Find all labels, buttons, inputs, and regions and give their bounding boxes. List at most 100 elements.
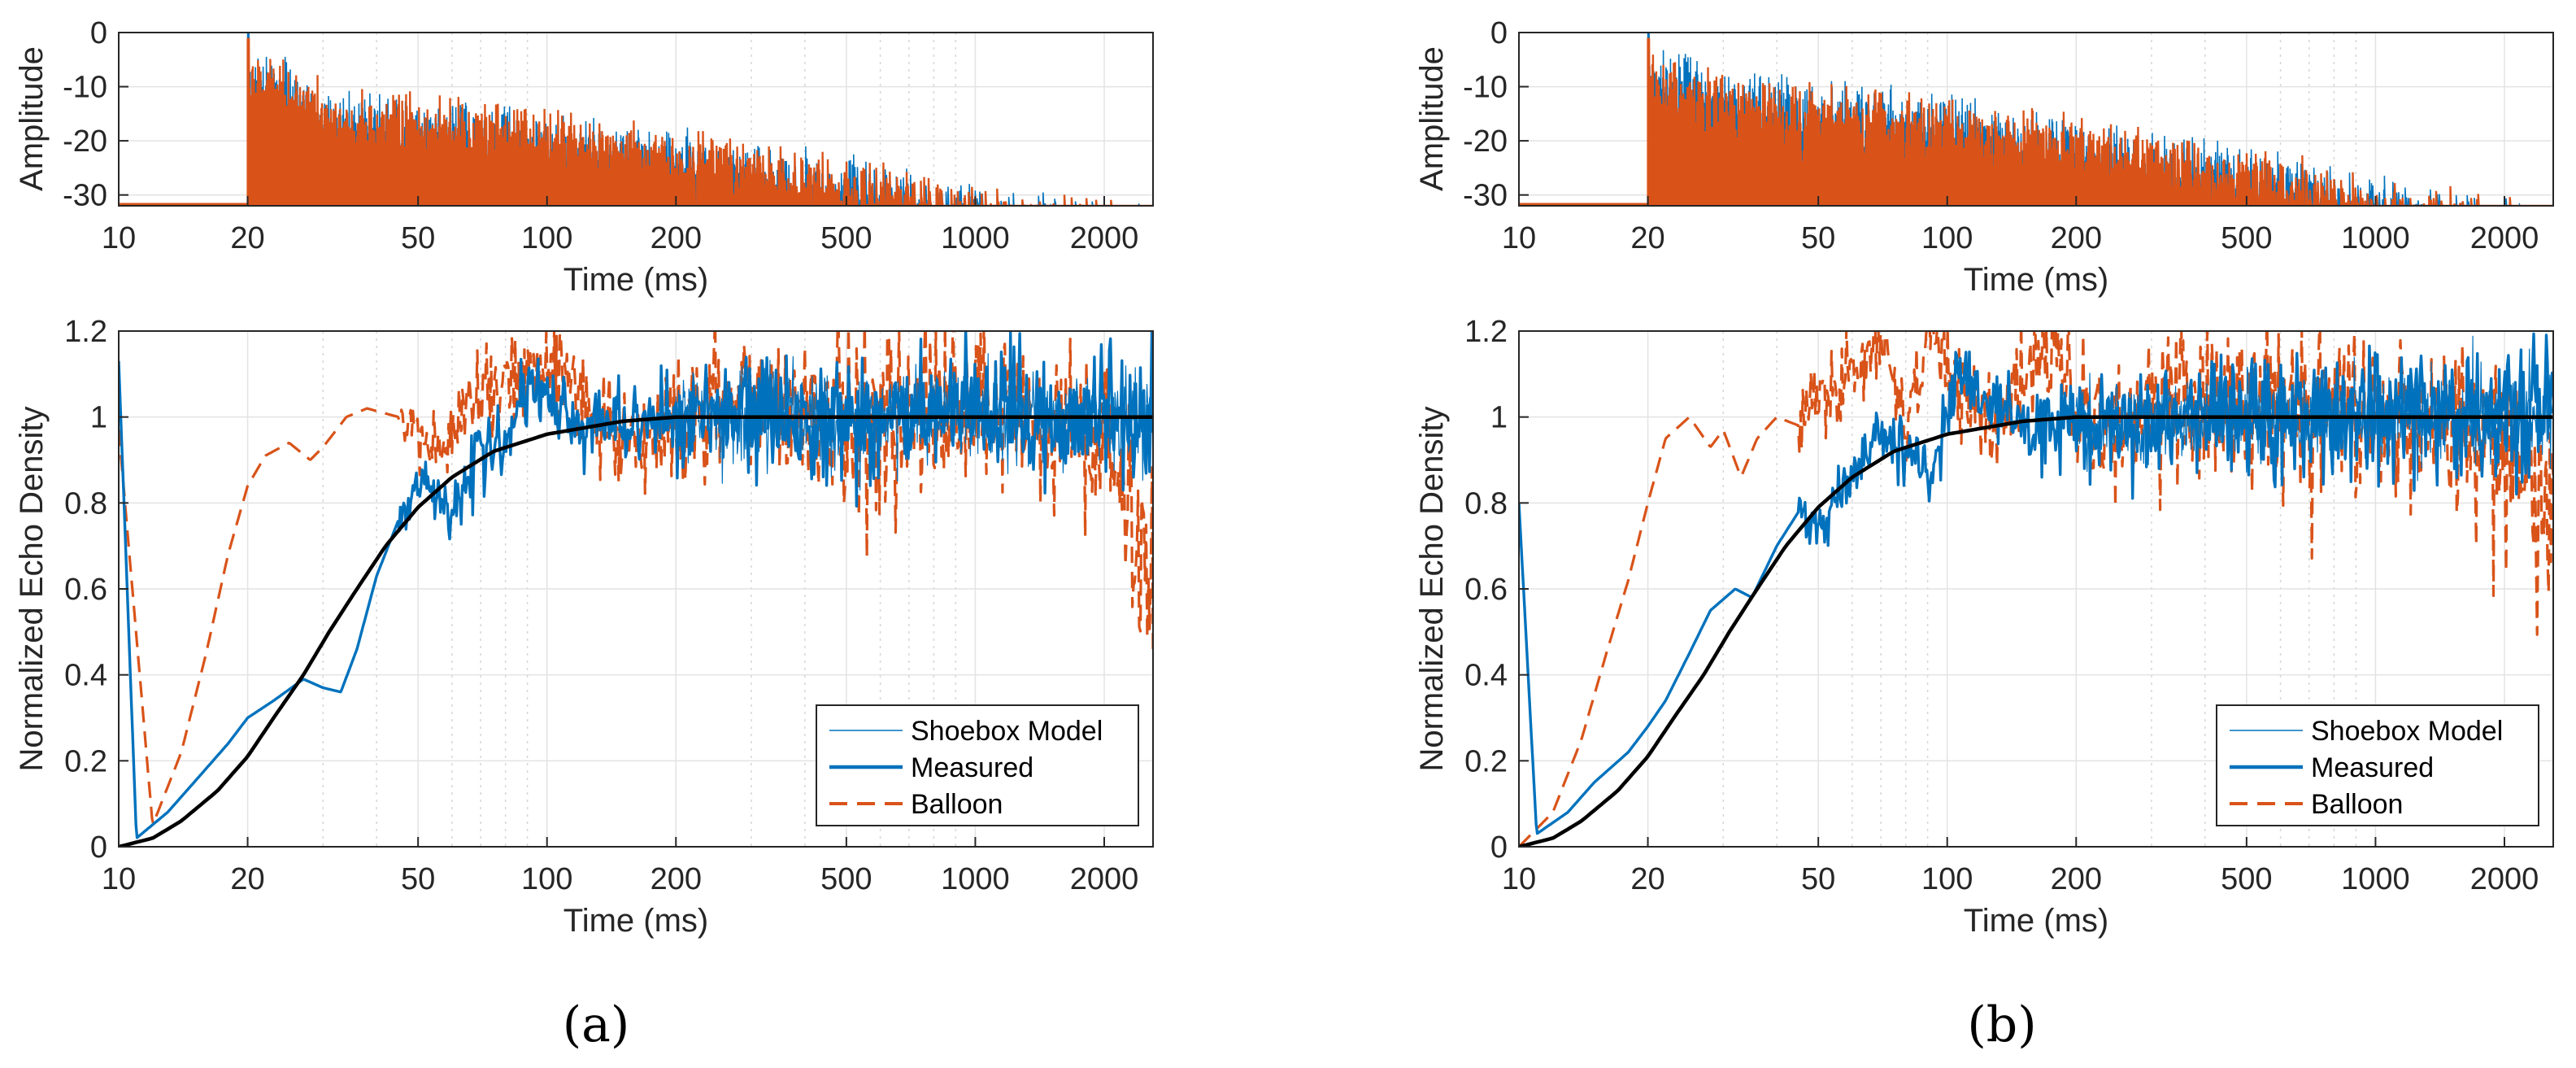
panel-a-top-xtick-label: 10 xyxy=(102,221,136,255)
panel-a-bottom-xtick-label: 20 xyxy=(230,862,264,896)
panel-b-bottom-ytick-label: 1.2 xyxy=(1464,315,1508,349)
panel-b-bottom-xtick-label: 2000 xyxy=(2470,862,2539,896)
panel-b-top-ytick-label: -20 xyxy=(1463,124,1508,159)
panel-a-bottom-ytick-label: 0.6 xyxy=(64,573,107,607)
panel-a-top-xtick-label: 20 xyxy=(230,221,264,255)
panel-a-top-xtick-label: 500 xyxy=(820,221,872,255)
panel-a-caption: (a) xyxy=(563,996,630,1053)
panel-a-top-xtick-label: 2000 xyxy=(1070,221,1139,255)
panel-b-top-xlabel: Time (ms) xyxy=(1964,262,2108,298)
panel-b-bottom-ytick-label: 0 xyxy=(1490,830,1508,865)
panel-a-bottom-xtick-label: 1000 xyxy=(941,862,1010,896)
panel-a-top-ytick-label: -30 xyxy=(63,179,107,213)
panel-b-bottom-fit-curve xyxy=(1519,415,2553,847)
panel-a-bottom-ytick-label: 0.2 xyxy=(64,744,107,778)
panel-b-top-xtick-label: 200 xyxy=(2051,221,2102,255)
panel-a-top-xtick-label: 200 xyxy=(651,221,702,255)
panel-a-legend-label-measured: Measured xyxy=(911,752,1033,783)
panel-b-top-ylabel: Amplitude xyxy=(1414,46,1450,191)
panel-b-bottom-series xyxy=(1519,331,2553,847)
panel-b-bottom-ytick-label: 0.6 xyxy=(1464,573,1508,607)
panel-b-bottom-shoebox-line xyxy=(2075,335,2553,482)
panel-b-bottom-xtick-label: 10 xyxy=(1502,862,1536,896)
panel-a-bottom-ylabel: Normalized Echo Density xyxy=(14,406,50,771)
panel-b-bottom-xtick-label: 20 xyxy=(1630,862,1664,896)
panel-a-top-balloon-trace xyxy=(246,37,1153,206)
panel-a-bottom-xtick-label: 2000 xyxy=(1070,862,1139,896)
panel-b-bottom-axes: 10 20 50 100 200 500 1000 2000 0 0.2 0.4 0.6 0.8 1 1.… xyxy=(1414,315,2554,939)
panel-b-top-xtick-label: 500 xyxy=(2221,221,2272,255)
panel-a-bottom-xtick-label: 10 xyxy=(102,862,136,896)
panel-a-top-yticks: 0 -10 -20 -30 xyxy=(63,16,128,213)
panel-a-bottom-shoebox-line xyxy=(675,353,1153,491)
panel-a-bottom-ytick-label: 0.4 xyxy=(64,659,107,693)
panel-a-top-xtick-label: 1000 xyxy=(941,221,1010,255)
panel-b-bottom-ytick-label: 0.4 xyxy=(1464,659,1508,693)
panel-a-bottom-xtick-label: 50 xyxy=(401,862,435,896)
panel-a-top-ytick-label: 0 xyxy=(90,16,107,50)
panel-b-top-xtick-label: 50 xyxy=(1801,221,1835,255)
panel-b-top-xtick-label: 20 xyxy=(1630,221,1664,255)
panel-b-top-frame xyxy=(1518,32,2554,207)
panel-b-bottom-balloon-line xyxy=(1519,331,2553,847)
panel-a-legend-label-shoebox: Shoebox Model xyxy=(911,716,1103,747)
panel-b-caption: (b) xyxy=(1967,996,2036,1053)
panel-a-bottom-xticks: 10 20 50 100 200 500 1000 2000 xyxy=(102,837,1138,896)
panel-b-top-xtick-label: 10 xyxy=(1502,221,1536,255)
panel-b-top-yticks: 0 -10 -20 -30 xyxy=(1463,16,1529,213)
panel-b-bottom-ytick-label: 0.8 xyxy=(1464,486,1508,521)
panel-b-top-ytick-label: 0 xyxy=(1490,16,1508,50)
panel-b-top-series xyxy=(1519,33,2553,206)
panel-a-bottom-xlabel: Time (ms) xyxy=(564,903,708,939)
panel-b-top-xtick-label: 2000 xyxy=(2470,221,2539,255)
panel-a-bottom-ytick-label: 1 xyxy=(90,401,107,435)
panel-a-bottom-yticks: 0 0.2 0.4 0.6 0.8 1 1.2 xyxy=(64,315,128,865)
panel-a-top-series xyxy=(119,33,1153,206)
panel-b-bottom-xlabel: Time (ms) xyxy=(1964,903,2108,939)
panel-b-bottom-yticks: 0 0.2 0.4 0.6 0.8 1 1.2 xyxy=(1464,315,1529,865)
panel-a-bottom-balloon-line xyxy=(119,331,1153,826)
panel-b-legend-label-shoebox: Shoebox Model xyxy=(2311,716,2503,747)
panel-b-top-ytick-label: -10 xyxy=(1463,71,1508,105)
panel-a: 10 20 50 100 200 500 1000 2000 0-10-20-30 Time … xyxy=(14,16,1154,1053)
panel-a-top-xlabel: Time (ms) xyxy=(564,262,708,298)
panel-b-bottom-xtick-label: 1000 xyxy=(2341,862,2410,896)
panel-a-bottom-ytick-label: 1.2 xyxy=(64,315,107,349)
panel-b-bottom-xtick-label: 50 xyxy=(1801,862,1835,896)
panel-a-bottom-axes: 10 20 50 100 200 500 1000 2000 0 0.2 0.4 0.6 0.8 1 1.… xyxy=(14,315,1154,939)
panel-a-top-frame xyxy=(118,32,1154,207)
panel-b: 10 20 50 100 200 500 1000 2000 0-10-20-30 Time … xyxy=(1414,16,2554,1053)
panel-b-top-xticks: 10 20 50 100 200 500 1000 2000 xyxy=(1502,196,2539,255)
panel-a-legend: Shoebox Model Measured Balloon xyxy=(816,704,1139,826)
panel-b-legend-label-balloon: Balloon xyxy=(2311,789,2403,820)
panel-b-legend-label-measured: Measured xyxy=(2311,752,2434,783)
panel-b-bottom-xticks: 10 20 50 100 200 500 1000 2000 xyxy=(1502,837,2539,896)
panel-a-top-axes: 10 20 50 100 200 500 1000 2000 0 -10 -20 -30 Time … xyxy=(14,16,1154,298)
panel-a-legend-label-balloon: Balloon xyxy=(911,789,1003,820)
panel-a-top-xtick-label: 50 xyxy=(401,221,435,255)
panel-b-bottom-xtick-label: 100 xyxy=(1921,862,1973,896)
panel-a-bottom-xtick-label: 500 xyxy=(820,862,872,896)
panel-a-bottom-ytick-label: 0 xyxy=(90,830,107,865)
panel-a-bottom-fit-curve xyxy=(119,415,1153,847)
panel-b-top-xtick-label: 1000 xyxy=(2341,221,2410,255)
panel-b-bottom-ylabel: Normalized Echo Density xyxy=(1414,406,1450,771)
panel-a-bottom-series xyxy=(119,331,1153,847)
panel-b-top-axes: 10 20 50 100 200 500 1000 2000 0 -10 -20 -30 Time … xyxy=(1414,16,2554,298)
panel-a-top-xtick-label: 100 xyxy=(521,221,572,255)
panel-b-top-balloon-trace xyxy=(1647,37,2553,206)
panel-a-top-ytick-label: -10 xyxy=(63,71,107,105)
panel-b-top-ytick-label: -30 xyxy=(1463,179,1508,213)
panel-b-bottom-ytick-label: 1 xyxy=(1490,401,1508,435)
panel-a-top-ylabel: Amplitude xyxy=(14,46,50,191)
panel-a-top-ytick-label: -20 xyxy=(63,124,107,159)
panel-b-bottom-xtick-label: 200 xyxy=(2051,862,2102,896)
panel-b-bottom-ytick-label: 0.2 xyxy=(1464,744,1508,778)
panel-a-top-xticks: 10 20 50 100 200 500 1000 2000 xyxy=(102,196,1138,255)
panel-b-top-xtick-label: 100 xyxy=(1921,221,1973,255)
panel-b-bottom-xtick-label: 500 xyxy=(2221,862,2272,896)
panel-a-bottom-ytick-label: 0.8 xyxy=(64,486,107,521)
panel-a-bottom-xtick-label: 100 xyxy=(521,862,572,896)
panel-a-bottom-xtick-label: 200 xyxy=(651,862,702,896)
